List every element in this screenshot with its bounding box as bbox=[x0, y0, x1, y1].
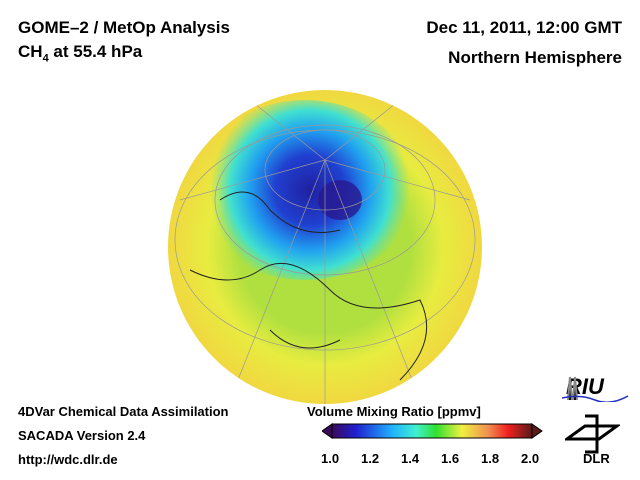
tick-label: 2.0 bbox=[521, 451, 540, 466]
colorbar-gradient bbox=[331, 423, 533, 439]
footer-version: SACADA Version 2.4 bbox=[18, 428, 146, 443]
riu-logo-mark bbox=[561, 376, 629, 402]
analysis-title: GOME–2 / MetOp Analysis bbox=[18, 18, 230, 37]
graticule bbox=[174, 99, 476, 404]
colorbar-min-arrow bbox=[322, 423, 333, 439]
footer-url[interactable]: http://wdc.dlr.de bbox=[18, 452, 118, 467]
colorbar-title: Volume Mixing Ratio [ppmv] bbox=[307, 404, 481, 419]
tick-label: 1.0 bbox=[321, 451, 340, 466]
colorbar-max-arrow bbox=[531, 423, 543, 439]
tick-label: 1.8 bbox=[481, 451, 500, 466]
species-subscript: 4 bbox=[42, 52, 49, 65]
species-name: CH bbox=[18, 42, 43, 61]
datetime: Dec 11, 2011, 12:00 GMT bbox=[426, 18, 622, 37]
tick-label: 1.2 bbox=[361, 451, 380, 466]
species-label: CH4 at 55.4 hPa bbox=[18, 42, 142, 64]
colorbar bbox=[322, 423, 543, 439]
tick-label: 1.4 bbox=[401, 451, 420, 466]
dlr-logo: DLR bbox=[583, 451, 610, 466]
pressure-level: at 55.4 hPa bbox=[48, 42, 143, 61]
dlr-logo-mark bbox=[565, 414, 620, 454]
coastlines bbox=[189, 191, 428, 381]
vortex-core bbox=[318, 180, 362, 220]
low-methane-region bbox=[195, 100, 415, 280]
tick-label: 1.6 bbox=[441, 451, 460, 466]
region: Northern Hemisphere bbox=[448, 48, 622, 67]
footer-method: 4DVar Chemical Data Assimilation bbox=[18, 404, 229, 419]
